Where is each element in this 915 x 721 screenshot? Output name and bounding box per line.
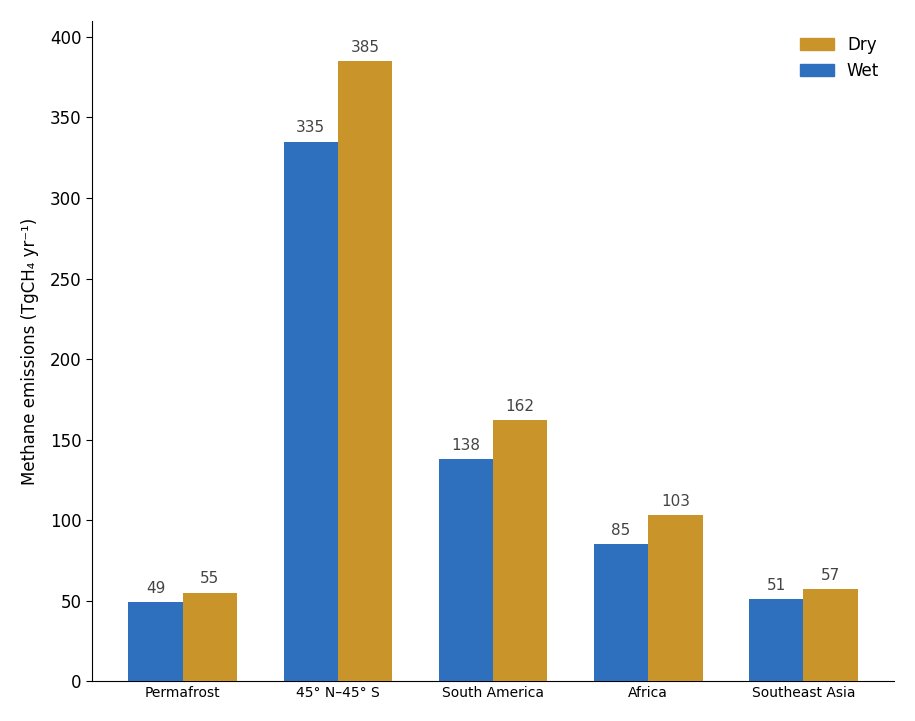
Bar [749, 599, 803, 681]
Text: 385: 385 [350, 40, 380, 55]
Bar [439, 459, 493, 681]
Text: 162: 162 [506, 399, 534, 414]
Text: 55: 55 [200, 571, 220, 586]
Bar [594, 544, 648, 681]
Text: 57: 57 [821, 568, 840, 583]
Y-axis label: Methane emissions (TgCH₄ yr⁻¹): Methane emissions (TgCH₄ yr⁻¹) [21, 218, 38, 485]
Bar [183, 593, 237, 681]
Text: 51: 51 [767, 578, 786, 593]
Text: 103: 103 [661, 494, 690, 509]
Text: 335: 335 [296, 120, 326, 136]
Bar [128, 602, 183, 681]
Bar [338, 61, 393, 681]
Text: 138: 138 [451, 438, 480, 453]
Legend: Dry, Wet: Dry, Wet [793, 29, 886, 87]
Bar [493, 420, 547, 681]
Bar [803, 590, 857, 681]
Text: 85: 85 [611, 523, 630, 538]
Text: 49: 49 [145, 581, 166, 596]
Bar [648, 516, 703, 681]
Bar [284, 141, 338, 681]
